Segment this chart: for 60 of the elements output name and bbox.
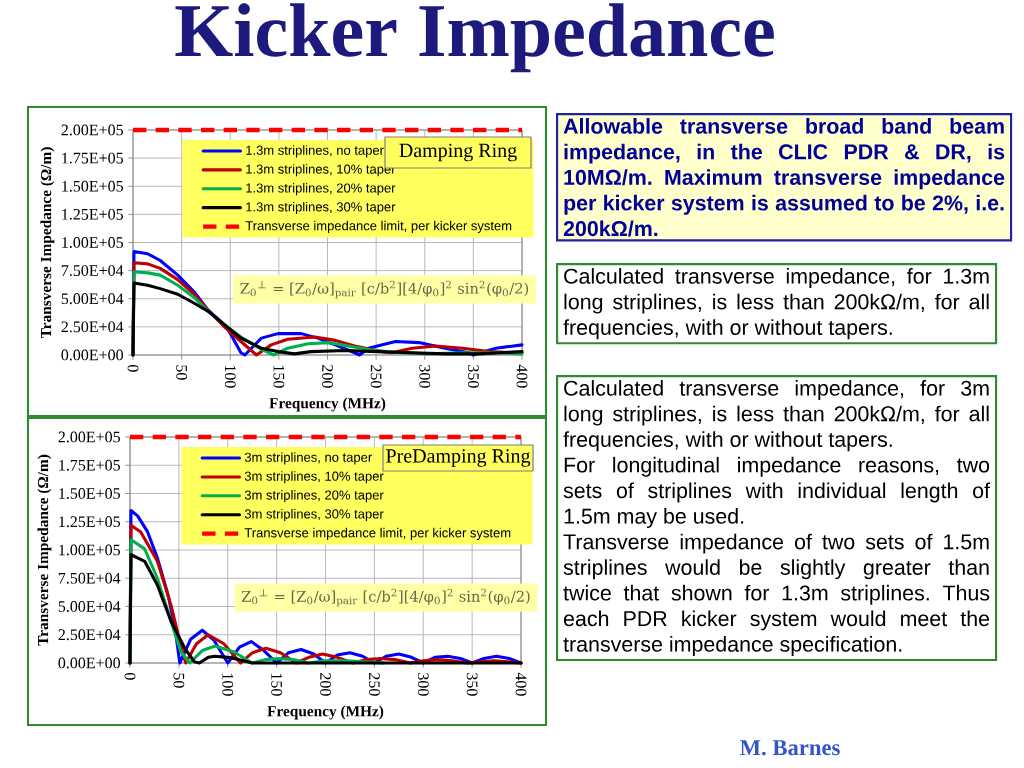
x-tick-label: 100 [224, 365, 236, 388]
x-tick-label: 0 [127, 364, 139, 372]
y-tick-label: 1.50E+05 [62, 180, 124, 192]
text: For longitudinal impedance reasons, two sets of striplines with individual length of 1.5m may be used. [563, 456, 991, 528]
text: Kicker Impedance [175, 3, 774, 73]
x-axis-title: Frequency (MHz) [267, 705, 384, 720]
x-tick-label: 400 [515, 672, 527, 696]
text: Allowable transverse broad band beam impedance, in the CLIC PDR & DR, is 10MΩ/m. Maximum transverse impedance per kicker system is assumed to be 2%, i.e. 200kΩ/m. [563, 118, 1005, 237]
y-tick-label: 1.25E+05 [59, 516, 121, 528]
y-tick-label: 1.00E+05 [62, 237, 124, 248]
legend-label: Transverse impedance limit, per kicker system [245, 220, 512, 233]
x-tick-label: 50 [173, 673, 185, 688]
x-tick-label: 350 [466, 673, 478, 696]
y-tick-label: 1.25E+05 [62, 208, 124, 220]
legend-label: Transverse impedance limit, per kicker system [244, 527, 511, 540]
x-tick-label: 100 [222, 673, 234, 696]
x-axis-title: Frequency (MHz) [269, 397, 386, 412]
y-tick-label: 2.00E+05 [58, 431, 121, 443]
y-tick-label: 0.00E+00 [61, 349, 124, 361]
y-tick-label: 2.50E+04 [61, 321, 124, 333]
x-tick-label: 350 [467, 365, 479, 388]
y-tick-label: 5.00E+04 [61, 293, 124, 305]
annotation: PreDamping Ring [386, 449, 531, 467]
text: Transverse impedance of two sets of 1.5m striplines would be slightly greater than twice that shown for 1.3m striplines. Thus each PDR kicker system would meet the transverse impedance specification. [563, 533, 990, 656]
x-tick-label: 250 [370, 365, 382, 388]
legend-label: 1.3m striplines, 20% taper [246, 183, 396, 196]
legend-label: 1.3m striplines, no taper [246, 145, 384, 158]
legend-label: 3m striplines, 30% taper [244, 508, 384, 522]
text: Calculated transverse impedance, for 3m long striplines, is less than 200kΩ/m, for all frequencies, with or without tapers. [563, 380, 989, 452]
x-tick-label: 150 [273, 365, 285, 388]
y-axis-title: Transverse Impedance (Ω/m) [37, 454, 52, 646]
text: Calculated transverse impedance, for 1.3m long striplines, is less than 200kΩ/m, for all frequencies, with or without tapers. [563, 268, 989, 340]
y-tick-label: 0.00E+00 [58, 657, 121, 669]
y-tick-label: 1.50E+05 [59, 488, 121, 499]
x-tick-label: 300 [419, 365, 431, 388]
legend-label: 3m striplines, no taper [244, 452, 372, 465]
text: Z$_{0}$$^{⊥}$ = [Z$_{0}$/ω]$_{pair}$ [c/b$^{2}$][4/φ$_{0}$]$^{2}$ sin$^{2}$(φ$_{0}$/2) [240, 280, 529, 299]
y-tick-label: 1.00E+05 [59, 544, 121, 556]
annotation: Damping Ring [399, 143, 517, 162]
x-tick-label: 200 [322, 365, 333, 388]
y-tick-label: 7.50E+04 [58, 572, 121, 584]
y-tick-label: 7.50E+04 [61, 265, 124, 277]
legend-label: 3m striplines, 10% taper [244, 471, 384, 484]
x-tick-label: 50 [176, 365, 188, 380]
y-tick-label: 1.75E+05 [62, 152, 124, 164]
legend-label: 3m striplines, 20% taper [244, 490, 384, 503]
x-tick-label: 400 [516, 364, 528, 388]
x-tick-label: 0 [124, 672, 136, 680]
y-axis-title: Transverse Impedance (Ω/m) [40, 147, 55, 339]
y-tick-label: 2.00E+05 [61, 124, 124, 136]
text: Z$_{0}$$^{⊥}$ = [Z$_{0}$/ω]$_{pair}$ [c/b$^{2}$][4/φ$_{0}$]$^{2}$ sin$^{2}$(φ$_{0}$/2) [241, 588, 530, 607]
x-tick-label: 300 [417, 673, 429, 696]
text: M. Barnes [740, 740, 840, 756]
y-tick-label: 1.75E+05 [59, 459, 121, 471]
x-tick-label: 150 [271, 673, 283, 696]
y-tick-label: 5.00E+04 [58, 601, 121, 612]
y-tick-label: 2.50E+04 [58, 629, 121, 641]
x-tick-label: 250 [368, 673, 380, 696]
x-tick-label: 200 [320, 673, 331, 696]
legend-label: 1.3m striplines, 30% taper [246, 201, 396, 215]
